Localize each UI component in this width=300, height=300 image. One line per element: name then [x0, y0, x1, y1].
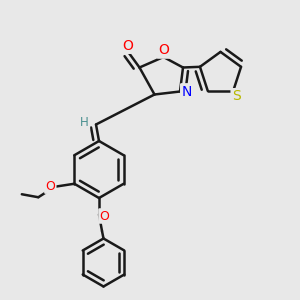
Text: O: O: [45, 180, 55, 193]
Text: S: S: [232, 89, 241, 103]
Text: N: N: [182, 85, 192, 98]
Text: O: O: [122, 39, 133, 52]
Text: O: O: [158, 44, 169, 57]
Text: H: H: [80, 116, 89, 130]
Text: O: O: [100, 209, 109, 223]
